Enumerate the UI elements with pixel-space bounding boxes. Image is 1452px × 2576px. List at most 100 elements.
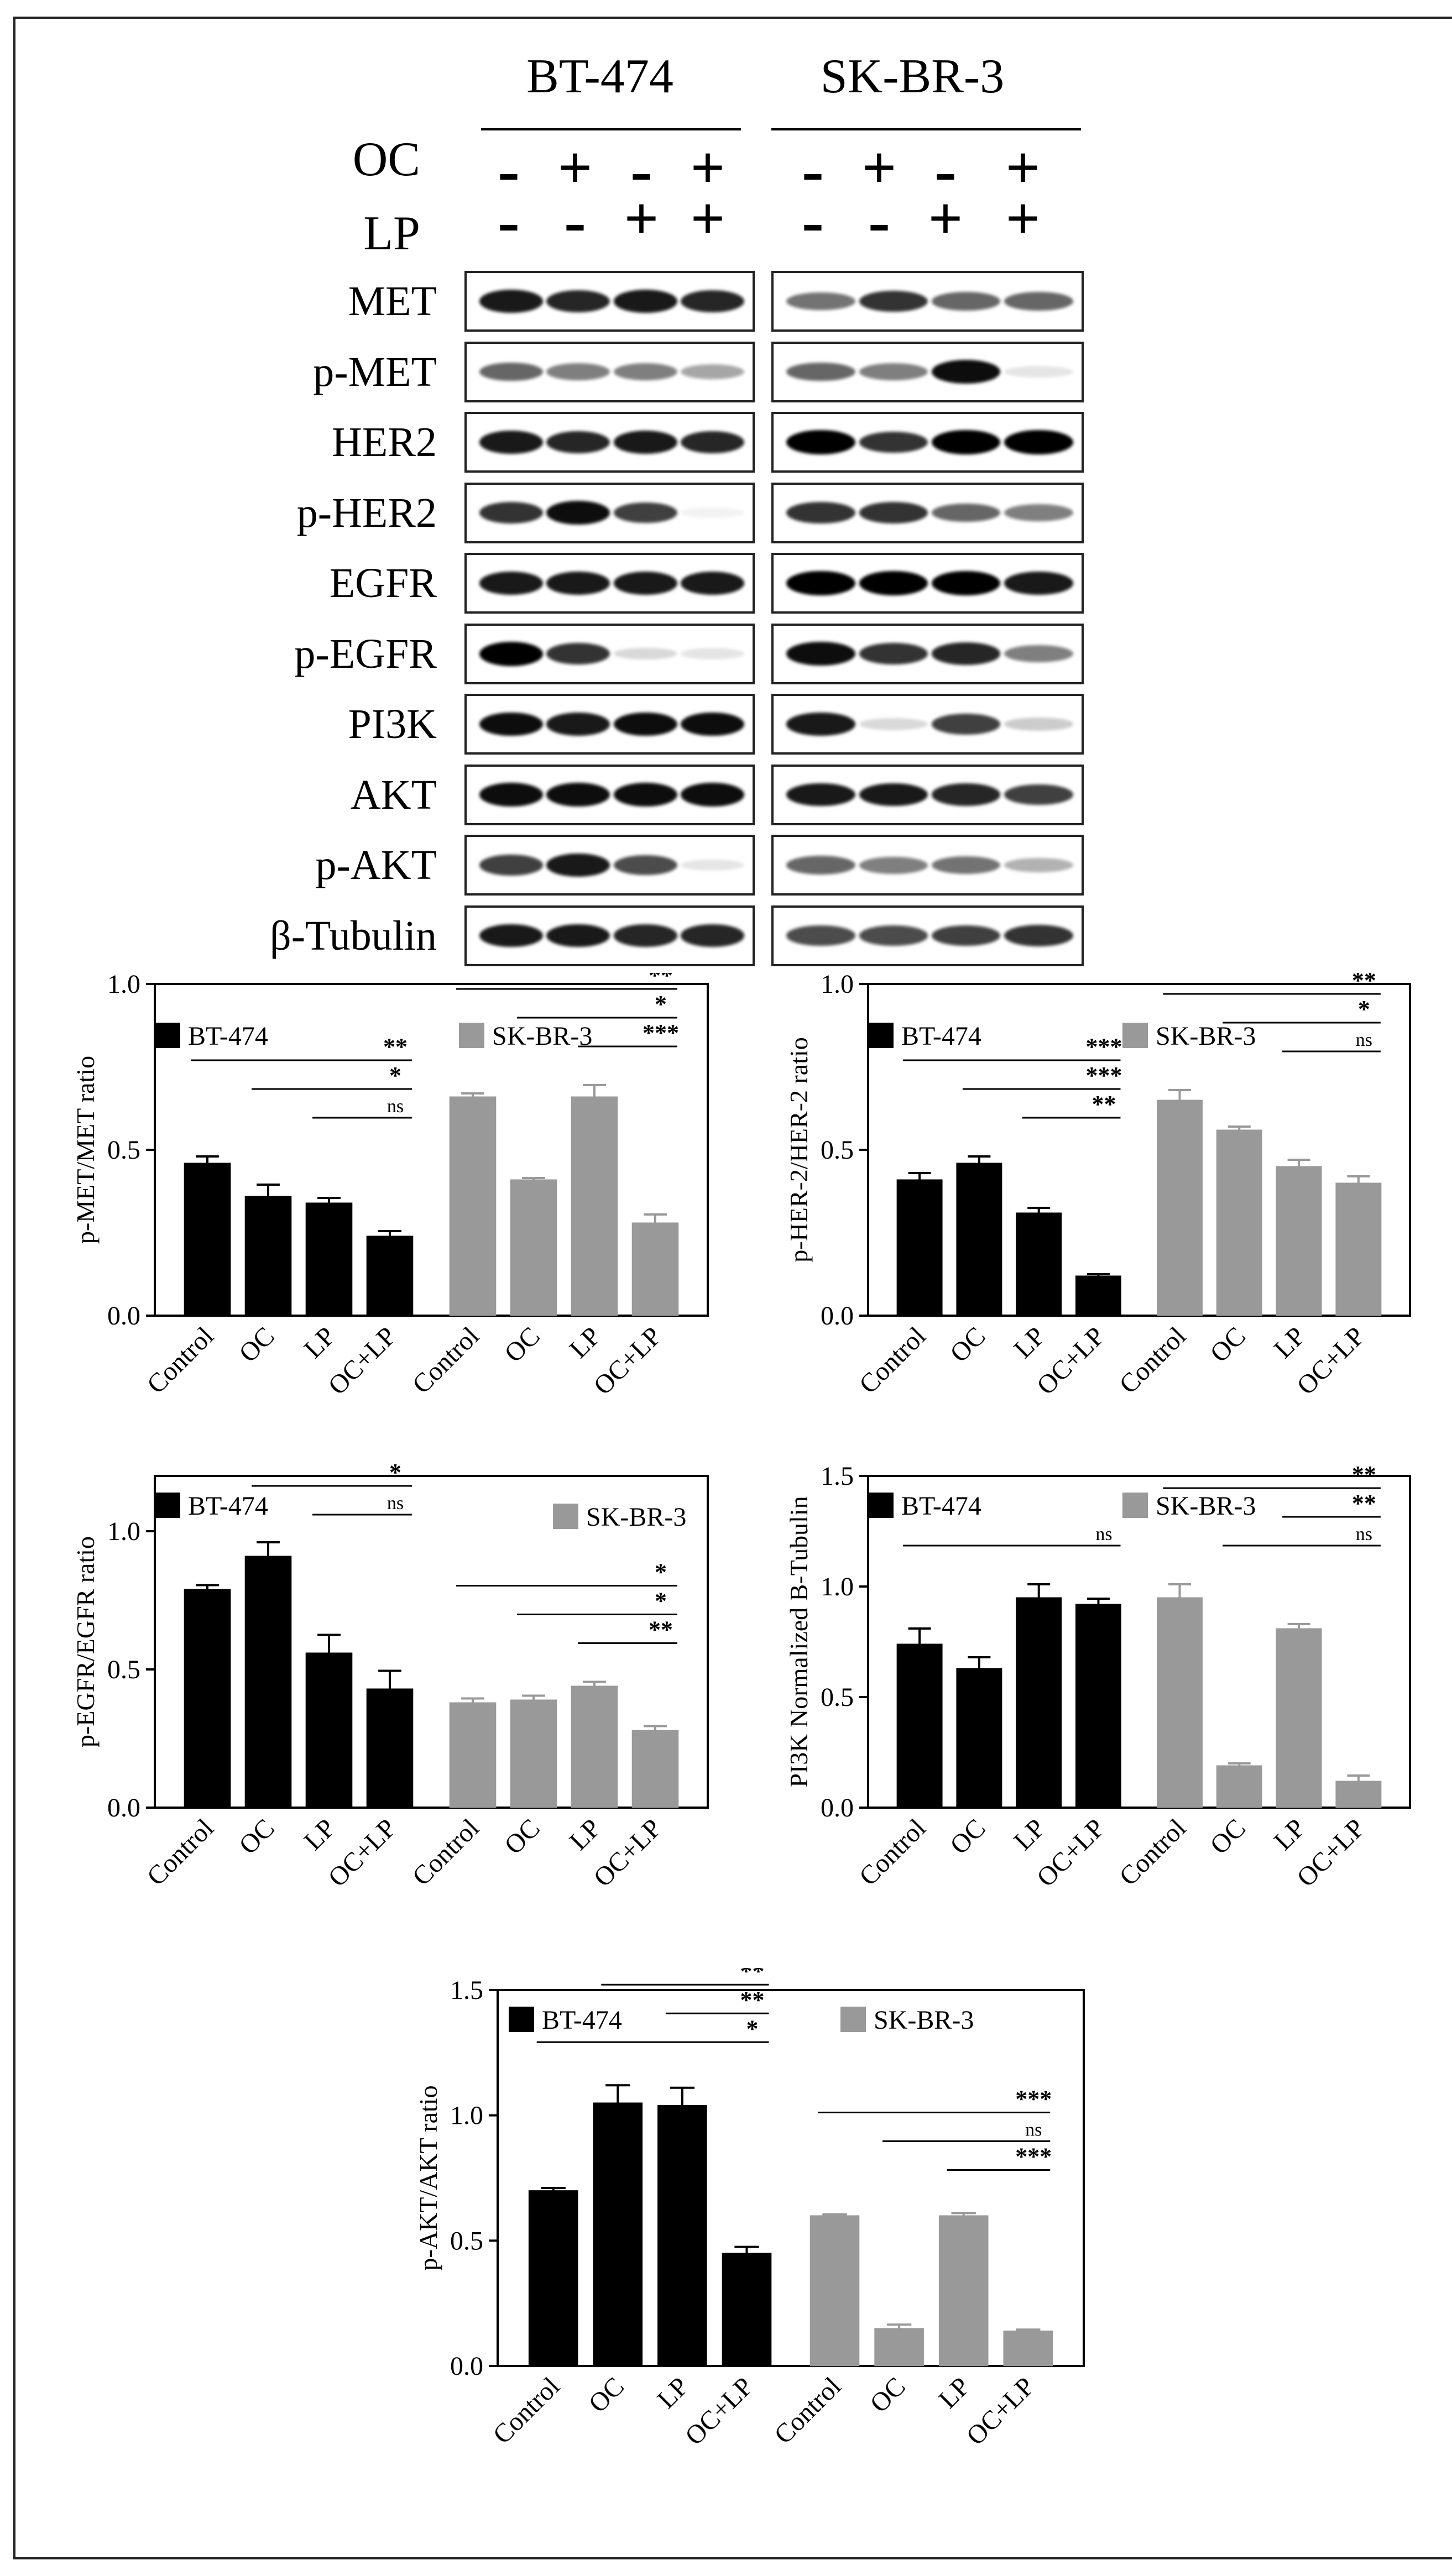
blot-band <box>786 925 855 946</box>
blot-band <box>546 924 610 947</box>
bar <box>305 1202 353 1316</box>
blot-band <box>680 364 744 380</box>
treatment-sign: + <box>690 185 725 252</box>
bar <box>631 1222 679 1316</box>
protein-label: p-HER2 <box>296 489 437 536</box>
blot-band <box>859 783 928 807</box>
protein-label: p-EGFR <box>294 630 437 677</box>
significance-label: * <box>746 2015 759 2042</box>
treatment-sign: + <box>861 134 897 201</box>
blot-band <box>680 783 744 807</box>
significance-label: * <box>389 1062 401 1089</box>
blot-band <box>680 572 744 595</box>
treatment-sign: + <box>557 134 593 201</box>
blot-band <box>1004 645 1073 662</box>
legend-label: SK-BR-3 <box>586 1502 686 1532</box>
x-tick-label: LP <box>299 1813 341 1856</box>
bar <box>1216 1129 1262 1316</box>
significance-label: * <box>655 1559 667 1586</box>
significance-label: ns <box>1356 1524 1372 1544</box>
blot-band <box>1004 572 1073 595</box>
legend-swatch <box>509 2007 534 2032</box>
x-tick-label: OC+LP <box>588 1813 667 1892</box>
blot-band <box>859 925 928 946</box>
blot-band <box>479 572 544 595</box>
legend-label: SK-BR-3 <box>874 2006 974 2035</box>
y-tick-label: 0.0 <box>450 2352 483 2381</box>
x-tick-label: Control <box>407 1813 485 1891</box>
blot-band <box>613 502 677 523</box>
blot-band <box>931 925 1001 946</box>
blot-band <box>786 292 855 311</box>
cell-line-label-bt474: BT-474 <box>526 50 673 103</box>
blot-membrane <box>464 271 755 332</box>
blot-band <box>546 431 610 454</box>
legend-label: BT-474 <box>901 1022 981 1051</box>
y-tick-label: 0.0 <box>107 1793 140 1823</box>
blot-membrane <box>771 341 1084 402</box>
y-tick-label: 1.5 <box>450 1976 483 2005</box>
treatment-label-oc: OC <box>352 133 420 186</box>
y-axis-label: p-MET/MET ratio <box>71 1056 100 1244</box>
x-tick-label: LP <box>299 1321 341 1364</box>
blot-band <box>859 502 928 523</box>
x-tick-label: Control <box>854 1813 932 1891</box>
blot-membrane <box>464 764 755 825</box>
y-axis-label: PI3K Normalized B-Tubulin <box>785 1496 813 1787</box>
blot-band <box>786 856 855 875</box>
blot-membrane <box>771 623 1084 684</box>
blot-band <box>931 642 1001 665</box>
x-tick-label: LP <box>1268 1321 1311 1364</box>
x-tick-label: Control <box>142 1321 220 1399</box>
blot-band <box>931 430 1001 454</box>
chart-pi3k-normalized: 0.0 0.5 1.0 1.5 PI3K Normalized B-Tubulin Con… <box>785 1461 1411 1893</box>
significance-label: ** <box>1352 1461 1376 1488</box>
blot-membrane <box>464 623 755 684</box>
bar <box>571 1685 618 1808</box>
blot-band <box>546 783 610 807</box>
x-tick-label: OC+LP <box>1291 1813 1370 1892</box>
bar <box>809 2215 860 2366</box>
blot-band <box>680 290 744 313</box>
x-tick-label: LP <box>1268 1813 1311 1856</box>
x-tick-label: OC+LP <box>1031 1321 1110 1400</box>
bar <box>938 2215 989 2366</box>
blot-band <box>479 855 544 876</box>
blot-band <box>613 647 677 660</box>
blot-band <box>859 643 928 664</box>
blot-band <box>859 431 928 453</box>
blot-band <box>680 648 744 659</box>
plot-area <box>154 1475 709 1809</box>
bar <box>184 1163 231 1316</box>
blot-band <box>680 712 744 736</box>
blot-band <box>479 431 544 454</box>
bar <box>1003 2331 1053 2366</box>
y-tick-label: 0.5 <box>821 1135 854 1165</box>
protein-label: HER2 <box>332 419 437 465</box>
significance-label: *** <box>1086 1062 1122 1089</box>
bar <box>528 2190 578 2366</box>
x-tick-label: OC <box>864 2371 911 2418</box>
bar <box>510 1699 557 1808</box>
bar <box>449 1096 497 1316</box>
bar <box>1335 1781 1382 1808</box>
blot-band <box>546 363 610 380</box>
treatment-sign: - <box>498 133 520 207</box>
bar <box>1276 1628 1322 1808</box>
blot-band <box>546 572 610 595</box>
y-tick-label: 0.0 <box>821 1301 854 1331</box>
treatment-sign: + <box>1005 185 1041 252</box>
x-tick-label: OC+LP <box>961 2371 1040 2451</box>
bar <box>1075 1604 1121 1808</box>
blot-membrane <box>771 905 1084 966</box>
blot-band <box>479 783 544 807</box>
blot-band <box>546 290 610 313</box>
x-tick-label: Control <box>769 2371 847 2449</box>
legend-swatch <box>868 1493 894 1518</box>
x-tick-label: OC <box>499 1321 546 1368</box>
blot-membrane <box>464 905 755 966</box>
blot-band <box>680 431 744 454</box>
bar <box>896 1643 943 1808</box>
